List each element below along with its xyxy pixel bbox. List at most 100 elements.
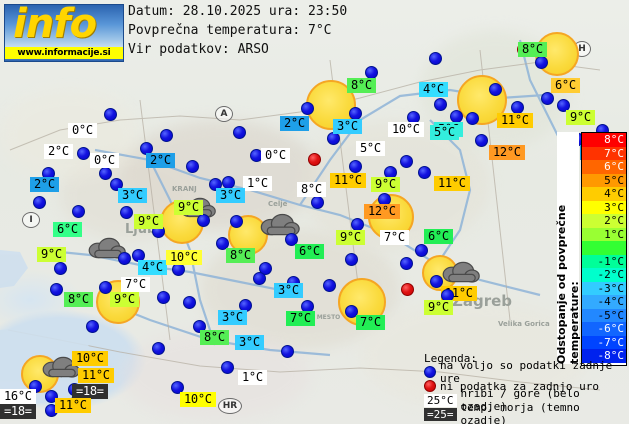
scale-step: 4°C [582,187,626,201]
red-dot-icon [424,380,436,392]
temperature-chip: 8°C [226,248,255,263]
station-dot[interactable] [221,361,234,374]
station-dot[interactable] [281,345,294,358]
station-dot[interactable] [430,275,443,288]
blue-dot-icon [424,366,436,378]
temperature-chip: 10°C [388,122,424,137]
station-dot[interactable] [54,262,67,275]
station-dot-no-data[interactable] [401,283,414,296]
station-dot[interactable] [233,126,246,139]
station-dot[interactable] [45,390,58,403]
temperature-chip: 10°C [72,351,108,366]
station-dot[interactable] [429,52,442,65]
station-dot[interactable] [345,305,358,318]
station-dot[interactable] [50,283,63,296]
country-code-marker: A [215,106,233,122]
temperature-chip: 3°C [333,119,362,134]
legend: Legenda: na voljo so podatki zadnje ure … [424,352,629,424]
temperature-chip: 3°C [218,310,247,325]
scale-step: 5°C [582,173,626,188]
station-dot[interactable] [197,214,210,227]
station-dot[interactable] [323,279,336,292]
temperature-chip: 8°C [200,330,229,345]
station-dot[interactable] [285,233,298,246]
temperature-chip: 2°C [146,153,175,168]
station-dot[interactable] [209,178,222,191]
temperature-chip: 9°C [37,247,66,262]
scale-title: Odstopanje od povprečne temperature: [555,132,581,364]
station-dot[interactable] [400,155,413,168]
temperature-chip: 7°C [380,230,409,245]
scale-step: -5°C [582,308,626,323]
temperature-chip: 5°C [430,125,459,140]
station-dot[interactable] [475,134,488,147]
cloud-icon [86,236,126,261]
site-logo[interactable]: info www.informacije.si [4,1,124,62]
temperature-chip: 4°C [419,82,448,97]
station-dot[interactable] [99,167,112,180]
station-dot[interactable] [33,196,46,209]
hill-chip-sample: 25°C [424,393,457,407]
station-dot[interactable] [183,296,196,309]
station-dot[interactable] [311,196,324,209]
temperature-chip: 11°C [55,398,91,413]
temperature-chip: 10°C [180,392,216,407]
average-temperature-line: Povprečna temperatura: 7°C [128,23,332,38]
scale-step: 6°C [582,160,626,174]
station-dot[interactable] [110,178,123,191]
temperature-deviation-scale: Odstopanje od povprečne temperature: 8°C… [555,132,629,366]
station-dot[interactable] [157,291,170,304]
scale-step [582,241,626,255]
station-dot[interactable] [216,237,229,250]
station-dot[interactable] [400,257,413,270]
station-dot[interactable] [418,166,431,179]
station-dot[interactable] [171,381,184,394]
station-dot[interactable] [99,281,112,294]
temperature-chip: 2°C [30,177,59,192]
station-dot[interactable] [152,342,165,355]
station-dot[interactable] [415,244,428,257]
temperature-chip: 3°C [216,188,245,203]
station-dot[interactable] [118,252,131,265]
station-dot[interactable] [301,102,314,115]
station-dot[interactable] [72,205,85,218]
temperature-chip: 9°C [174,200,203,215]
temperature-chip: 9°C [336,230,365,245]
data-source-line: Vir podatkov: ARSO [128,42,269,57]
station-dot[interactable] [259,262,272,275]
temperature-chip: 11°C [330,173,366,188]
scale-color-bar: 8°C 7°C 6°C 5°C 4°C 3°C 2°C 1°C -1°C -2°C -3°C -4°C… [581,132,627,366]
station-dot[interactable] [77,147,90,160]
station-dot[interactable] [557,99,570,112]
temperature-chip: 11°C [78,368,114,383]
station-dot[interactable] [120,206,133,219]
station-dot[interactable] [466,112,479,125]
scale-step: -7°C [582,335,626,350]
temperature-chip: 9°C [566,110,595,125]
temperature-chip: 11°C [434,176,470,191]
station-dot[interactable] [193,320,206,333]
temperature-chip: 16°C [0,389,36,404]
temperature-chip: 4°C [138,260,167,275]
station-dot[interactable] [104,108,117,121]
sea-temperature-chip: =18= [72,384,108,399]
station-dot[interactable] [535,56,548,69]
station-dot[interactable] [230,215,243,228]
legend-blue-text: na voljo so podatki zadnje ure [440,359,613,385]
scale-step: -3°C [582,281,626,296]
station-dot[interactable] [253,272,266,285]
station-dot[interactable] [349,160,362,173]
station-dot[interactable] [86,320,99,333]
legend-row-red: ni podatka za zadnjo uro [424,379,629,393]
station-dot[interactable] [186,160,199,173]
station-dot[interactable] [345,253,358,266]
scale-step: -8°C [582,349,626,363]
station-dot[interactable] [160,129,173,142]
scale-step: 8°C [582,133,626,147]
temperature-chip: 5°C [356,141,385,156]
station-dot[interactable] [434,98,447,111]
station-dot[interactable] [489,83,502,96]
station-dot-no-data[interactable] [308,153,321,166]
temperature-chip: 7°C [356,315,385,330]
station-dot[interactable] [541,92,554,105]
